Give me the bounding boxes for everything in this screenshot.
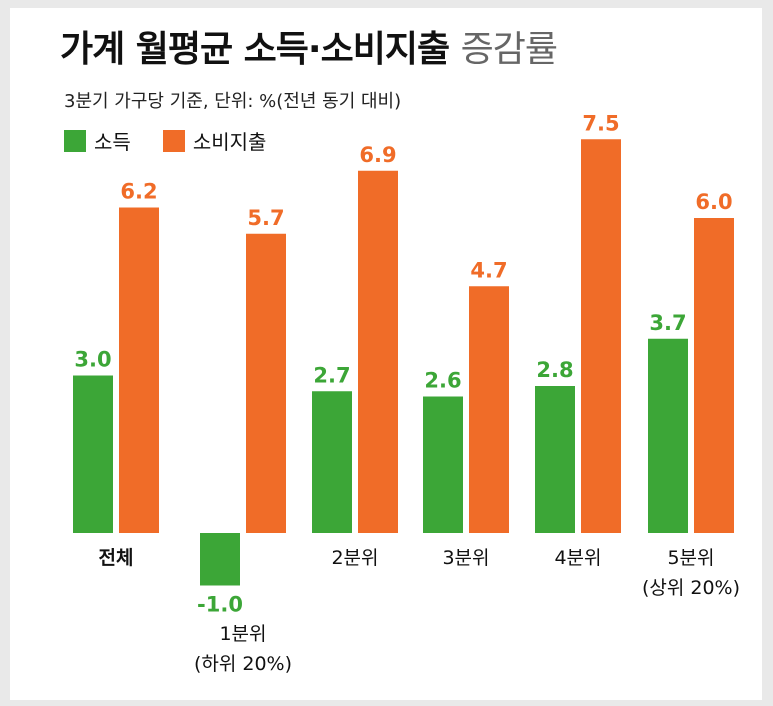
data-label-income-5: 3.7 [649, 311, 686, 335]
category-label-2-0: 2분위 [331, 547, 378, 569]
data-label-spending-2: 6.9 [359, 143, 396, 167]
bar-spending-4 [581, 139, 621, 533]
chart-title: 가계 월평균 소득·소비지출 증감률 [60, 20, 558, 72]
legend-label-income: 소득 [94, 130, 131, 154]
bar-income-4 [535, 386, 575, 533]
title-light: 증감률 [460, 29, 558, 70]
data-label-income-4: 2.8 [536, 358, 573, 382]
category-label-1-1: (하위 20%) [194, 653, 292, 675]
category-label-0-0: 전체 [99, 547, 134, 569]
bar-income-1 [200, 533, 240, 586]
legend-item-income: 소득 [64, 126, 131, 155]
legend: 소득 소비지출 [64, 126, 288, 155]
bar-income-0 [73, 375, 113, 533]
legend-swatch-spending [162, 129, 185, 152]
category-label-5-0: 5분위 [667, 547, 714, 569]
category-label-1-0: 1분위 [219, 623, 266, 645]
legend-item-spending: 소비지출 [162, 126, 267, 155]
legend-label-spending: 소비지출 [192, 130, 267, 154]
bar-spending-2 [358, 170, 398, 533]
legend-swatch-income [64, 129, 86, 152]
data-label-spending-1: 5.7 [247, 206, 284, 230]
category-label-5-1: (상위 20%) [642, 577, 740, 599]
data-label-income-1: -1.0 [197, 593, 243, 617]
chart-subtitle: 3분기 가구당 기준, 단위: %(전년 동기 대비) [64, 91, 402, 112]
data-label-income-2: 2.7 [313, 363, 350, 387]
bar-spending-1 [246, 233, 286, 533]
data-label-income-3: 2.6 [424, 369, 461, 393]
data-label-spending-3: 4.7 [470, 258, 507, 282]
bar-spending-0 [119, 207, 159, 533]
bar-spending-5 [694, 218, 734, 533]
data-label-income-0: 3.0 [74, 348, 111, 372]
bar-income-3 [423, 396, 463, 533]
data-label-spending-5: 6.0 [695, 190, 732, 214]
bar-income-2 [312, 391, 352, 533]
category-label-3-0: 3분위 [442, 547, 489, 569]
bar-spending-3 [469, 286, 509, 533]
data-label-spending-4: 7.5 [582, 111, 619, 135]
category-label-4-0: 4분위 [554, 547, 601, 569]
title-main: 가계 월평균 소득·소비지출 [60, 29, 450, 70]
data-label-spending-0: 6.2 [120, 180, 157, 204]
bar-income-5 [648, 338, 688, 533]
